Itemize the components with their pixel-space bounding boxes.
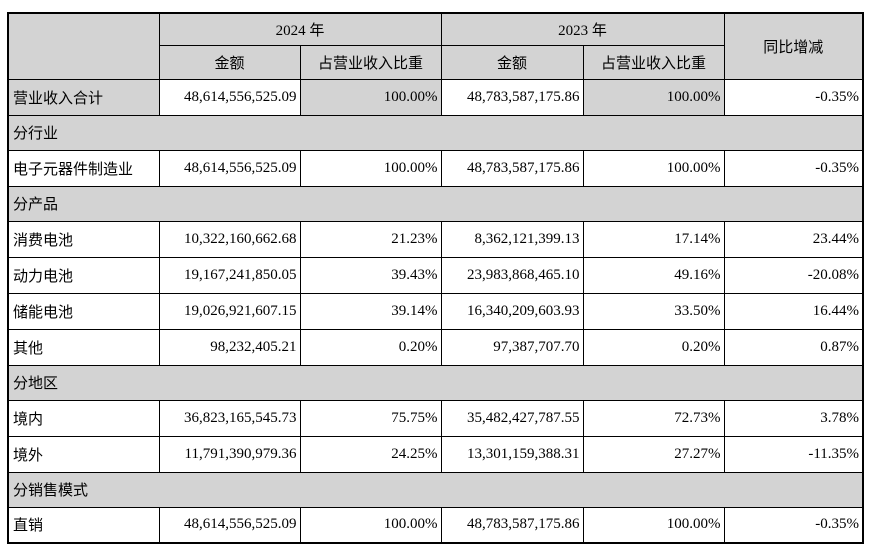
section-label-cell: 分销售模式 [7, 471, 864, 508]
yoy-cell: -0.35% [723, 149, 864, 187]
amount-2023-cell: 48,783,587,175.86 [440, 78, 584, 116]
row-label-cell: 营业收入合计 [7, 78, 160, 116]
header-row-years: 2024 年 2023 年 同比增减 [7, 12, 864, 80]
amount-2024-cell: 11,791,390,979.36 [158, 435, 301, 473]
ratio-2024-cell: 39.43% [299, 256, 442, 294]
amount-2024-cell: 19,026,921,607.15 [158, 292, 301, 330]
amount-2023-cell: 8,362,121,399.13 [440, 220, 584, 258]
amount-2024-header: 金额 [158, 44, 301, 80]
section-label-cell: 分产品 [7, 185, 864, 222]
amount-2024-cell: 48,614,556,525.09 [158, 149, 301, 187]
amount-2023-cell: 13,301,159,388.31 [440, 435, 584, 473]
amount-2023-header: 金额 [440, 44, 584, 80]
yoy-cell: -0.35% [723, 78, 864, 116]
amount-2023-cell: 48,783,587,175.86 [440, 506, 584, 544]
ratio-2023-cell: 33.50% [582, 292, 725, 330]
revenue-breakdown-table: 2024 年 2023 年 同比增减 金额 占营业收入比重 金额 占营业收入比重… [7, 12, 865, 544]
ratio-2024-cell: 21.23% [299, 220, 442, 258]
yoy-header: 同比增减 [723, 12, 864, 80]
ratio-2024-cell: 75.75% [299, 399, 442, 437]
table-row: 境外 11,791,390,979.36 24.25% 13,301,159,388.… [7, 435, 864, 473]
table-row: 电子元器件制造业 48,614,556,525.09 100.00% 48,783,5… [7, 149, 864, 187]
amount-2024-cell: 48,614,556,525.09 [158, 78, 301, 116]
ratio-2023-cell: 0.20% [582, 328, 725, 366]
amount-2023-cell: 97,387,707.70 [440, 328, 584, 366]
ratio-2024-cell: 24.25% [299, 435, 442, 473]
amount-2023-cell: 23,983,868,465.10 [440, 256, 584, 294]
ratio-2023-cell: 72.73% [582, 399, 725, 437]
amount-2024-cell: 36,823,165,545.73 [158, 399, 301, 437]
yoy-cell: 23.44% [723, 220, 864, 258]
ratio-2023-header: 占营业收入比重 [582, 44, 725, 80]
amount-2024-cell: 19,167,241,850.05 [158, 256, 301, 294]
ratio-2024-cell: 0.20% [299, 328, 442, 366]
corner-cell [7, 12, 160, 80]
yoy-cell: 3.78% [723, 399, 864, 437]
table-row: 动力电池 19,167,241,850.05 39.43% 23,983,868,46… [7, 256, 864, 294]
amount-2024-cell: 48,614,556,525.09 [158, 506, 301, 544]
table-row: 其他 98,232,405.21 0.20% 97,387,707.70 0.20% 0.… [7, 328, 864, 366]
table-row: 境内 36,823,165,545.73 75.75% 35,482,427,787.… [7, 399, 864, 437]
amount-2023-cell: 35,482,427,787.55 [440, 399, 584, 437]
row-label-cell: 境内 [7, 399, 160, 437]
ratio-2024-cell: 100.00% [299, 78, 442, 116]
section-row: 分销售模式 [7, 471, 864, 508]
year-2024-header: 2024 年 [158, 12, 442, 46]
section-row: 分行业 [7, 114, 864, 151]
row-label-cell: 储能电池 [7, 292, 160, 330]
section-row: 分产品 [7, 185, 864, 222]
table-row: 营业收入合计 48,614,556,525.09 100.00% 48,783,587… [7, 78, 864, 116]
yoy-cell: 0.87% [723, 328, 864, 366]
section-label-cell: 分行业 [7, 114, 864, 151]
table-row: 直销 48,614,556,525.09 100.00% 48,783,587,175… [7, 506, 864, 544]
yoy-cell: -11.35% [723, 435, 864, 473]
amount-2024-cell: 10,322,160,662.68 [158, 220, 301, 258]
header-row-metrics: 金额 占营业收入比重 金额 占营业收入比重 [8, 44, 863, 80]
ratio-2023-cell: 49.16% [582, 256, 725, 294]
amount-2023-cell: 48,783,587,175.86 [440, 149, 584, 187]
ratio-2023-cell: 100.00% [582, 78, 725, 116]
ratio-2024-cell: 100.00% [299, 149, 442, 187]
ratio-2023-cell: 17.14% [582, 220, 725, 258]
amount-2023-cell: 16,340,209,603.93 [440, 292, 584, 330]
row-label-cell: 动力电池 [7, 256, 160, 294]
row-label-cell: 消费电池 [7, 220, 160, 258]
ratio-2024-header: 占营业收入比重 [299, 44, 442, 80]
row-label-cell: 电子元器件制造业 [7, 149, 160, 187]
year-2023-header: 2023 年 [440, 12, 725, 46]
row-label-cell: 直销 [7, 506, 160, 544]
table-row: 消费电池 10,322,160,662.68 21.23% 8,362,121,399… [7, 220, 864, 258]
table-row: 储能电池 19,026,921,607.15 39.14% 16,340,209,60… [7, 292, 864, 330]
ratio-2024-cell: 39.14% [299, 292, 442, 330]
amount-2024-cell: 98,232,405.21 [158, 328, 301, 366]
section-row: 分地区 [7, 364, 864, 401]
ratio-2024-cell: 100.00% [299, 506, 442, 544]
table-header: 2024 年 2023 年 同比增减 金额 占营业收入比重 金额 占营业收入比重 [7, 12, 864, 80]
row-label-cell: 境外 [7, 435, 160, 473]
yoy-cell: -20.08% [723, 256, 864, 294]
row-label-cell: 其他 [7, 328, 160, 366]
table-body: 营业收入合计 48,614,556,525.09 100.00% 48,783,587… [7, 78, 864, 544]
ratio-2023-cell: 100.00% [582, 149, 725, 187]
ratio-2023-cell: 27.27% [582, 435, 725, 473]
section-label-cell: 分地区 [7, 364, 864, 401]
ratio-2023-cell: 100.00% [582, 506, 725, 544]
yoy-cell: 16.44% [723, 292, 864, 330]
yoy-cell: -0.35% [723, 506, 864, 544]
